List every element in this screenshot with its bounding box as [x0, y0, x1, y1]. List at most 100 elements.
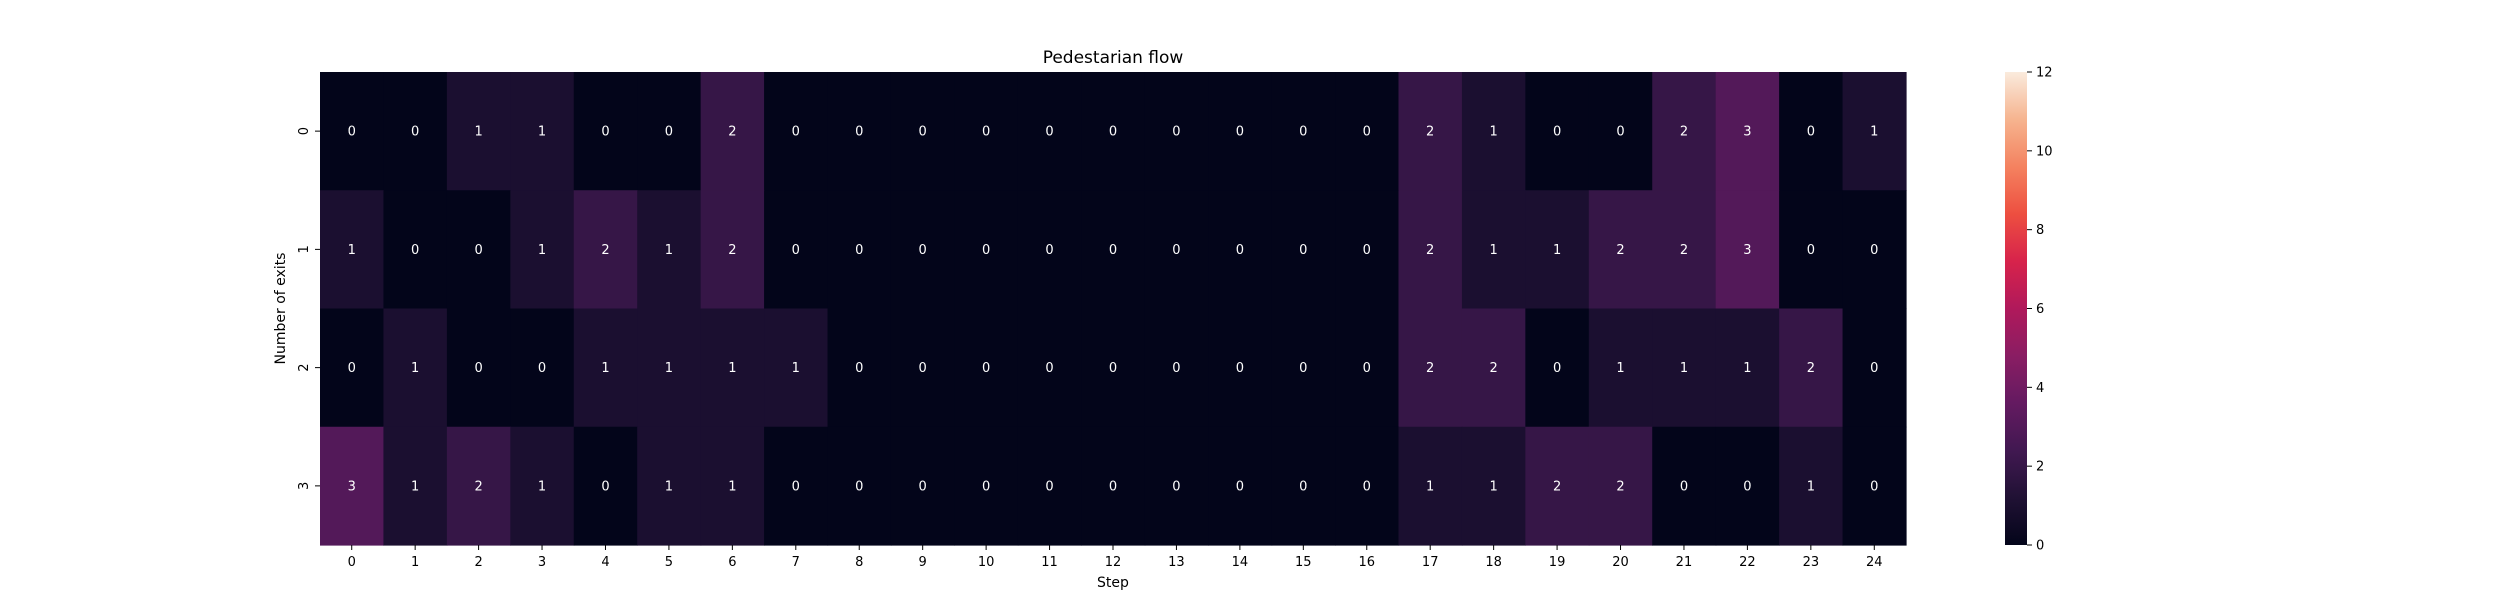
cell-value-label: 1 [1807, 479, 1815, 494]
cell-value-label: 1 [792, 361, 800, 376]
heatmap-cell [1081, 72, 1146, 191]
heatmap-cell [1588, 426, 1653, 546]
heatmap-cell [890, 426, 955, 546]
cell-value-label: 0 [1553, 361, 1561, 376]
heatmap-cell [1017, 72, 1082, 191]
cell-value-label: 0 [919, 361, 927, 376]
heatmap-cell [383, 190, 448, 310]
cell-value-label: 2 [601, 243, 609, 258]
cell-value-label: 0 [1109, 243, 1117, 258]
cell-value-label: 0 [348, 125, 356, 140]
cell-value-label: 0 [855, 361, 863, 376]
cell-value-label: 1 [538, 125, 546, 140]
cell-value-label: 1 [665, 243, 673, 258]
cell-value-label: 0 [1553, 125, 1561, 140]
cell-value-label: 1 [538, 243, 546, 258]
heatmap-cell [954, 426, 1019, 546]
heatmap-cell [1525, 426, 1590, 546]
heatmap-cell [637, 72, 702, 191]
heatmap-cell [700, 72, 765, 191]
cell-value-label: 2 [1616, 243, 1624, 258]
y-axis-label: Number of exits [273, 253, 289, 365]
cell-value-label: 0 [348, 361, 356, 376]
cell-value-label: 1 [1680, 361, 1688, 376]
cell-value-label: 0 [982, 479, 990, 494]
cell-value-label: 1 [1489, 479, 1497, 494]
cell-value-label: 2 [1426, 243, 1434, 258]
cell-value-label: 0 [1172, 479, 1180, 494]
x-tick-label: 19 [1549, 555, 1566, 570]
heatmap-cell [890, 308, 955, 428]
x-tick-label: 24 [1866, 555, 1883, 570]
colorbar-tick-label: 12 [2036, 66, 2053, 81]
heatmap-cell [890, 72, 955, 191]
cell-value-label: 0 [474, 361, 482, 376]
heatmap-cell [1271, 72, 1336, 191]
heatmap-cell [573, 426, 638, 546]
cell-value-label: 1 [474, 125, 482, 140]
heatmap-cell [1461, 72, 1526, 191]
colorbar-tick-label: 4 [2036, 381, 2044, 396]
heatmap-cell [1335, 72, 1400, 191]
heatmap-cell [1525, 72, 1590, 191]
cell-value-label: 0 [1299, 361, 1307, 376]
cell-value-label: 0 [982, 243, 990, 258]
heatmap-cell [1779, 426, 1844, 546]
heatmap-cell [1335, 426, 1400, 546]
cell-value-label: 0 [792, 479, 800, 494]
cell-value-label: 0 [538, 361, 546, 376]
x-tick-label: 9 [919, 555, 927, 570]
cell-value-label: 0 [855, 243, 863, 258]
heatmap-cell [700, 190, 765, 310]
heatmap-cell [1271, 426, 1336, 546]
heatmap-cell [320, 72, 385, 191]
cell-value-label: 0 [1870, 479, 1878, 494]
cell-value-label: 0 [792, 125, 800, 140]
heatmap-cell [1017, 426, 1082, 546]
heatmap-cell [764, 190, 829, 310]
x-tick-label: 5 [665, 555, 673, 570]
heatmap-cell [1144, 190, 1209, 310]
cell-value-label: 0 [1172, 243, 1180, 258]
heatmap-cell [954, 190, 1019, 310]
cell-value-label: 1 [1426, 479, 1434, 494]
heatmap-cell [1208, 190, 1273, 310]
heatmap-cell [1715, 426, 1780, 546]
cell-value-label: 0 [1172, 361, 1180, 376]
cell-value-label: 0 [919, 243, 927, 258]
heatmap-cell [320, 308, 385, 428]
cell-value-label: 0 [411, 125, 419, 140]
cell-value-label: 1 [601, 361, 609, 376]
cell-value-label: 0 [982, 125, 990, 140]
heatmap-cell [1842, 190, 1907, 310]
x-tick-label: 4 [601, 555, 609, 570]
cell-value-label: 2 [1426, 125, 1434, 140]
cell-value-label: 1 [728, 479, 736, 494]
cell-value-label: 0 [1236, 243, 1244, 258]
cell-value-label: 1 [728, 361, 736, 376]
heatmap-cell [510, 190, 575, 310]
y-tick-label: 0 [297, 127, 312, 135]
cell-value-label: 0 [1045, 479, 1053, 494]
heatmap-cell [764, 72, 829, 191]
cell-value-label: 2 [728, 243, 736, 258]
heatmap-cell [1081, 426, 1146, 546]
colorbar-ticks: 0 2 4 6 8 10 12 [2027, 66, 2053, 554]
cell-value-label: 0 [1045, 125, 1053, 140]
cell-value-label: 0 [1807, 243, 1815, 258]
cell-value-label: 1 [348, 243, 356, 258]
cell-value-label: 3 [348, 479, 356, 494]
heatmap-cell [700, 426, 765, 546]
cell-value-label: 0 [919, 479, 927, 494]
cell-value-label: 0 [1743, 479, 1751, 494]
cell-value-label: 2 [1426, 361, 1434, 376]
heatmap-cell [1271, 308, 1336, 428]
heatmap-cell [700, 308, 765, 428]
heatmap-cell [827, 308, 892, 428]
heatmap-cell [1715, 72, 1780, 191]
cell-value-label: 1 [665, 361, 673, 376]
heatmap-cell [510, 308, 575, 428]
cell-value-label: 0 [1299, 479, 1307, 494]
heatmap-cell [1461, 308, 1526, 428]
y-axis-ticks: 0 1 2 3 [297, 127, 320, 490]
